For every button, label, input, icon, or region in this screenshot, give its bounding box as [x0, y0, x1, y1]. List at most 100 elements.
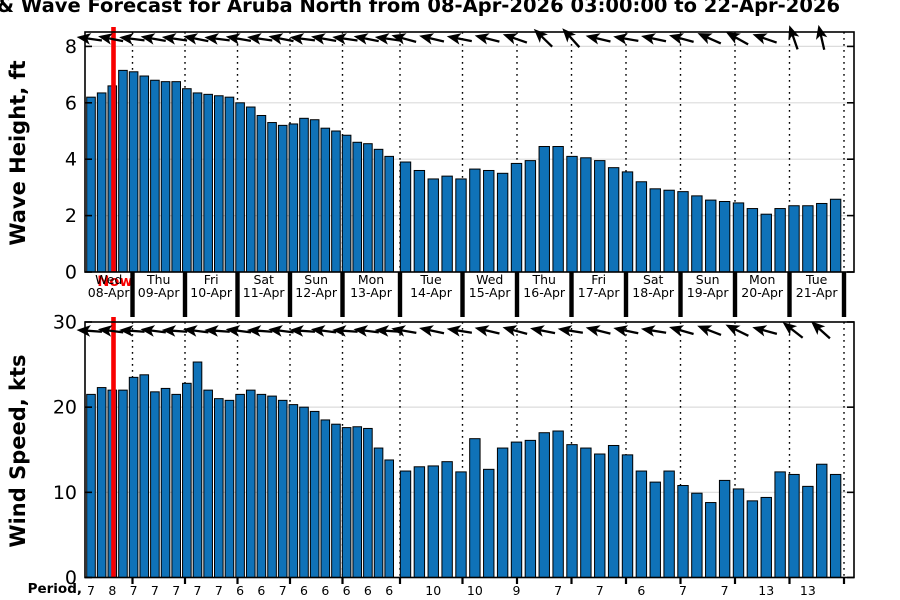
wave-arrow-shaft: [649, 36, 667, 43]
period-value: 7: [679, 583, 687, 598]
wave-bar: [214, 95, 224, 273]
day-date-label: 19-Apr: [687, 285, 730, 300]
wind-arrow-head: [183, 325, 198, 337]
wind-arrow-head: [204, 325, 219, 337]
wave-bar: [552, 146, 564, 273]
date-strip-separator: [460, 272, 465, 317]
wave-bar: [224, 96, 235, 273]
wave-bar: [427, 178, 439, 273]
wave-bar: [635, 181, 648, 273]
wave-arrow-shaft: [340, 37, 358, 42]
wind-arrow-shaft: [593, 328, 611, 335]
wind-bar: [373, 447, 384, 578]
wind-arrow-shaft: [816, 326, 831, 340]
day-date-label: 08-Apr: [88, 285, 131, 300]
wave-arrow-shaft: [539, 34, 553, 48]
wind-bar: [677, 485, 689, 578]
wind-arrow-shaft: [255, 329, 273, 333]
wave-arrow-head: [446, 33, 462, 45]
period-value: 7: [172, 583, 180, 598]
day-weekday-label: Mon: [749, 272, 775, 287]
wave-direction-arrow: [562, 28, 581, 48]
wind-arrow-head: [76, 325, 91, 337]
period-value: 6: [343, 583, 351, 598]
wave-direction-arrow: [446, 33, 473, 45]
day-weekday-label: Thu: [146, 272, 170, 287]
wave-bar: [691, 195, 703, 273]
wind-arrow-head: [752, 325, 768, 337]
wind-bar: [788, 473, 800, 579]
wave-arrow-head: [76, 33, 92, 45]
wave-bar: [524, 160, 537, 273]
period-value: 7: [215, 583, 223, 598]
wind-bar: [267, 395, 277, 578]
wind-bar: [760, 496, 772, 578]
wave-now-line: [111, 27, 116, 272]
day-date-label: 20-Apr: [741, 285, 784, 300]
wave-direction-arrow: [268, 33, 294, 45]
wave-y-tick-label: 6: [65, 92, 77, 114]
day-weekday-label: Fri: [591, 272, 606, 287]
wave-bar: [621, 171, 634, 273]
day-weekday-label: Tue: [419, 272, 442, 287]
wave-bar: [774, 208, 786, 273]
wind-bar: [496, 447, 509, 578]
wind-arrow-head: [502, 325, 518, 337]
wind-direction-arrow: [810, 321, 831, 340]
wind-arrow-head: [446, 325, 462, 337]
wave-direction-arrow: [474, 33, 500, 45]
wave-bar: [663, 189, 675, 273]
period-value: 7: [554, 583, 562, 598]
wind-bar: [341, 427, 352, 578]
period-value: 9: [513, 583, 521, 598]
figure-title: & Wave Forecast for Aruba North from 08-…: [0, 0, 841, 17]
wave-direction-arrow: [585, 33, 611, 45]
wind-arrow-shaft: [704, 327, 722, 337]
wave-bar: [150, 79, 160, 273]
wind-arrow-shaft: [565, 328, 584, 334]
wind-bar: [469, 438, 481, 579]
wave-bar: [341, 134, 352, 273]
wind-direction-arrow: [697, 325, 722, 337]
wind-plot-box: [84, 321, 855, 579]
day-weekday-label: Tue: [805, 272, 828, 287]
wind-direction-arrow: [530, 325, 556, 337]
wind-bar: [607, 444, 620, 579]
period-value: 8: [108, 583, 116, 598]
wave-bar: [203, 93, 213, 273]
wind-arrow-head: [419, 325, 434, 337]
wave-arrow-shaft: [319, 36, 337, 43]
wind-direction-arrow: [613, 325, 639, 337]
period-value: 10: [467, 583, 483, 598]
wave-arrow-head: [391, 33, 407, 45]
wind-direction-arrow: [332, 325, 358, 337]
wind-bar: [538, 432, 550, 578]
wind-bar: [580, 447, 592, 578]
wave-bar: [746, 208, 759, 273]
day-weekday-label: Wed: [476, 272, 503, 287]
wind-bar: [150, 391, 160, 578]
wind-bar: [566, 444, 578, 578]
period-value: 6: [364, 583, 372, 598]
wind-arrow-head: [332, 325, 347, 337]
wind-arrow-shaft: [482, 328, 500, 335]
day-date-label: 15-Apr: [469, 285, 512, 300]
wind-direction-arrow: [640, 325, 667, 337]
wave-direction-arrow: [119, 33, 145, 45]
wind-direction-arrow: [161, 325, 188, 337]
wave-arrow-head: [788, 25, 800, 41]
wave-direction-arrow: [788, 25, 800, 50]
wave-direction-arrow: [76, 33, 103, 45]
period-value: 7: [279, 583, 287, 598]
wind-bar: [203, 389, 213, 578]
wind-direction-arrow: [782, 322, 804, 339]
wind-arrow-shaft: [454, 328, 473, 334]
wind-bar: [746, 500, 759, 578]
wind-arrow-head: [310, 325, 326, 337]
wind-arrow-shaft: [319, 329, 337, 334]
wave-direction-arrow: [502, 33, 528, 45]
wind-bar: [245, 389, 256, 578]
wind-arrow-shaft: [212, 329, 230, 333]
wave-arrow-head: [204, 33, 220, 45]
wave-bar: [510, 162, 523, 273]
